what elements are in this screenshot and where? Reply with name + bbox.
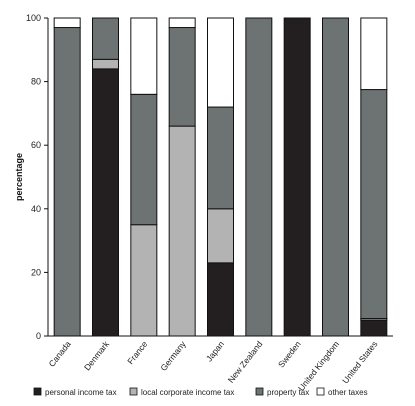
y-tick-label: 80: [31, 77, 41, 87]
x-tick-label: United States: [340, 339, 379, 385]
bar-segment-france-property-tax: [130, 93, 158, 226]
legend-swatch: [33, 387, 42, 396]
bar-segment-new-zealand-property-tax: [245, 17, 273, 337]
bar-stack-canada: [53, 17, 81, 337]
bar-segment-united-states-personal-income-tax: [360, 319, 388, 337]
bar-stack-germany: [168, 17, 196, 337]
y-axis-title: percentage: [14, 153, 24, 201]
bar-segment-united-kingdom-property-tax: [322, 17, 349, 337]
bar-segment-japan-personal-income-tax: [207, 262, 234, 337]
legend: personal income tax local corporate incom…: [33, 387, 368, 397]
bar-stack-sweden: [283, 17, 311, 337]
legend-label: property tax: [267, 388, 309, 397]
x-tick-label: Denmark: [82, 338, 112, 372]
bar-segment-germany-local-corporate-income-tax: [168, 125, 196, 337]
y-tick-label: 100: [26, 13, 41, 23]
y-tick-label: 0: [36, 331, 41, 341]
x-tick-label: Germany: [158, 338, 188, 372]
bar-segment-united-states-property-tax: [360, 89, 388, 320]
bar-segment-japan-local-corporate-income-tax: [207, 208, 234, 264]
bar-stack-united-kingdom: [322, 17, 349, 337]
bar-stack-united-states: [360, 17, 388, 337]
bar-segment-france-local-corporate-income-tax: [130, 224, 158, 337]
bar-segment-denmark-personal-income-tax: [92, 68, 119, 337]
x-tick-label: Japan: [204, 339, 226, 364]
bar-segment-denmark-local-corporate-income-tax: [92, 58, 119, 70]
plot-area: [53, 17, 388, 337]
bar-segment-germany-other-taxes: [168, 17, 196, 29]
legend-label: personal income tax: [45, 388, 117, 397]
bar-segment-germany-property-tax: [168, 27, 196, 127]
bar-stack-new-zealand: [245, 17, 273, 337]
bar-segment-canada-other-taxes: [53, 17, 81, 29]
legend-swatch: [316, 387, 325, 396]
bar-stack-france: [130, 17, 158, 337]
bar-segment-japan-property-tax: [207, 106, 234, 210]
bar-segment-canada-property-tax: [53, 27, 81, 337]
bar-stack-japan: [207, 17, 234, 337]
y-tick-label: 60: [31, 140, 41, 150]
x-tick-label: France: [125, 339, 149, 366]
x-tick-label: New Zealand: [226, 339, 265, 385]
bar-stack-denmark: [92, 17, 119, 337]
y-tick-label: 20: [31, 267, 41, 277]
bar-segment-united-states-other-taxes: [360, 17, 388, 91]
bar-segment-sweden-personal-income-tax: [283, 17, 311, 337]
bar-segment-japan-other-taxes: [207, 17, 234, 108]
x-tick-label: United Kingdom: [296, 339, 341, 393]
legend-label: local corporate income tax: [141, 388, 234, 397]
legend-label: other taxes: [328, 388, 368, 397]
legend-swatch: [129, 387, 138, 396]
legend-swatch: [255, 387, 264, 396]
y-tick-label: 40: [31, 204, 41, 214]
bar-segment-france-other-taxes: [130, 17, 158, 95]
x-tick-label: Canada: [47, 339, 73, 369]
x-tick-label: Sweden: [276, 339, 303, 370]
bar-segment-denmark-property-tax: [92, 17, 119, 60]
